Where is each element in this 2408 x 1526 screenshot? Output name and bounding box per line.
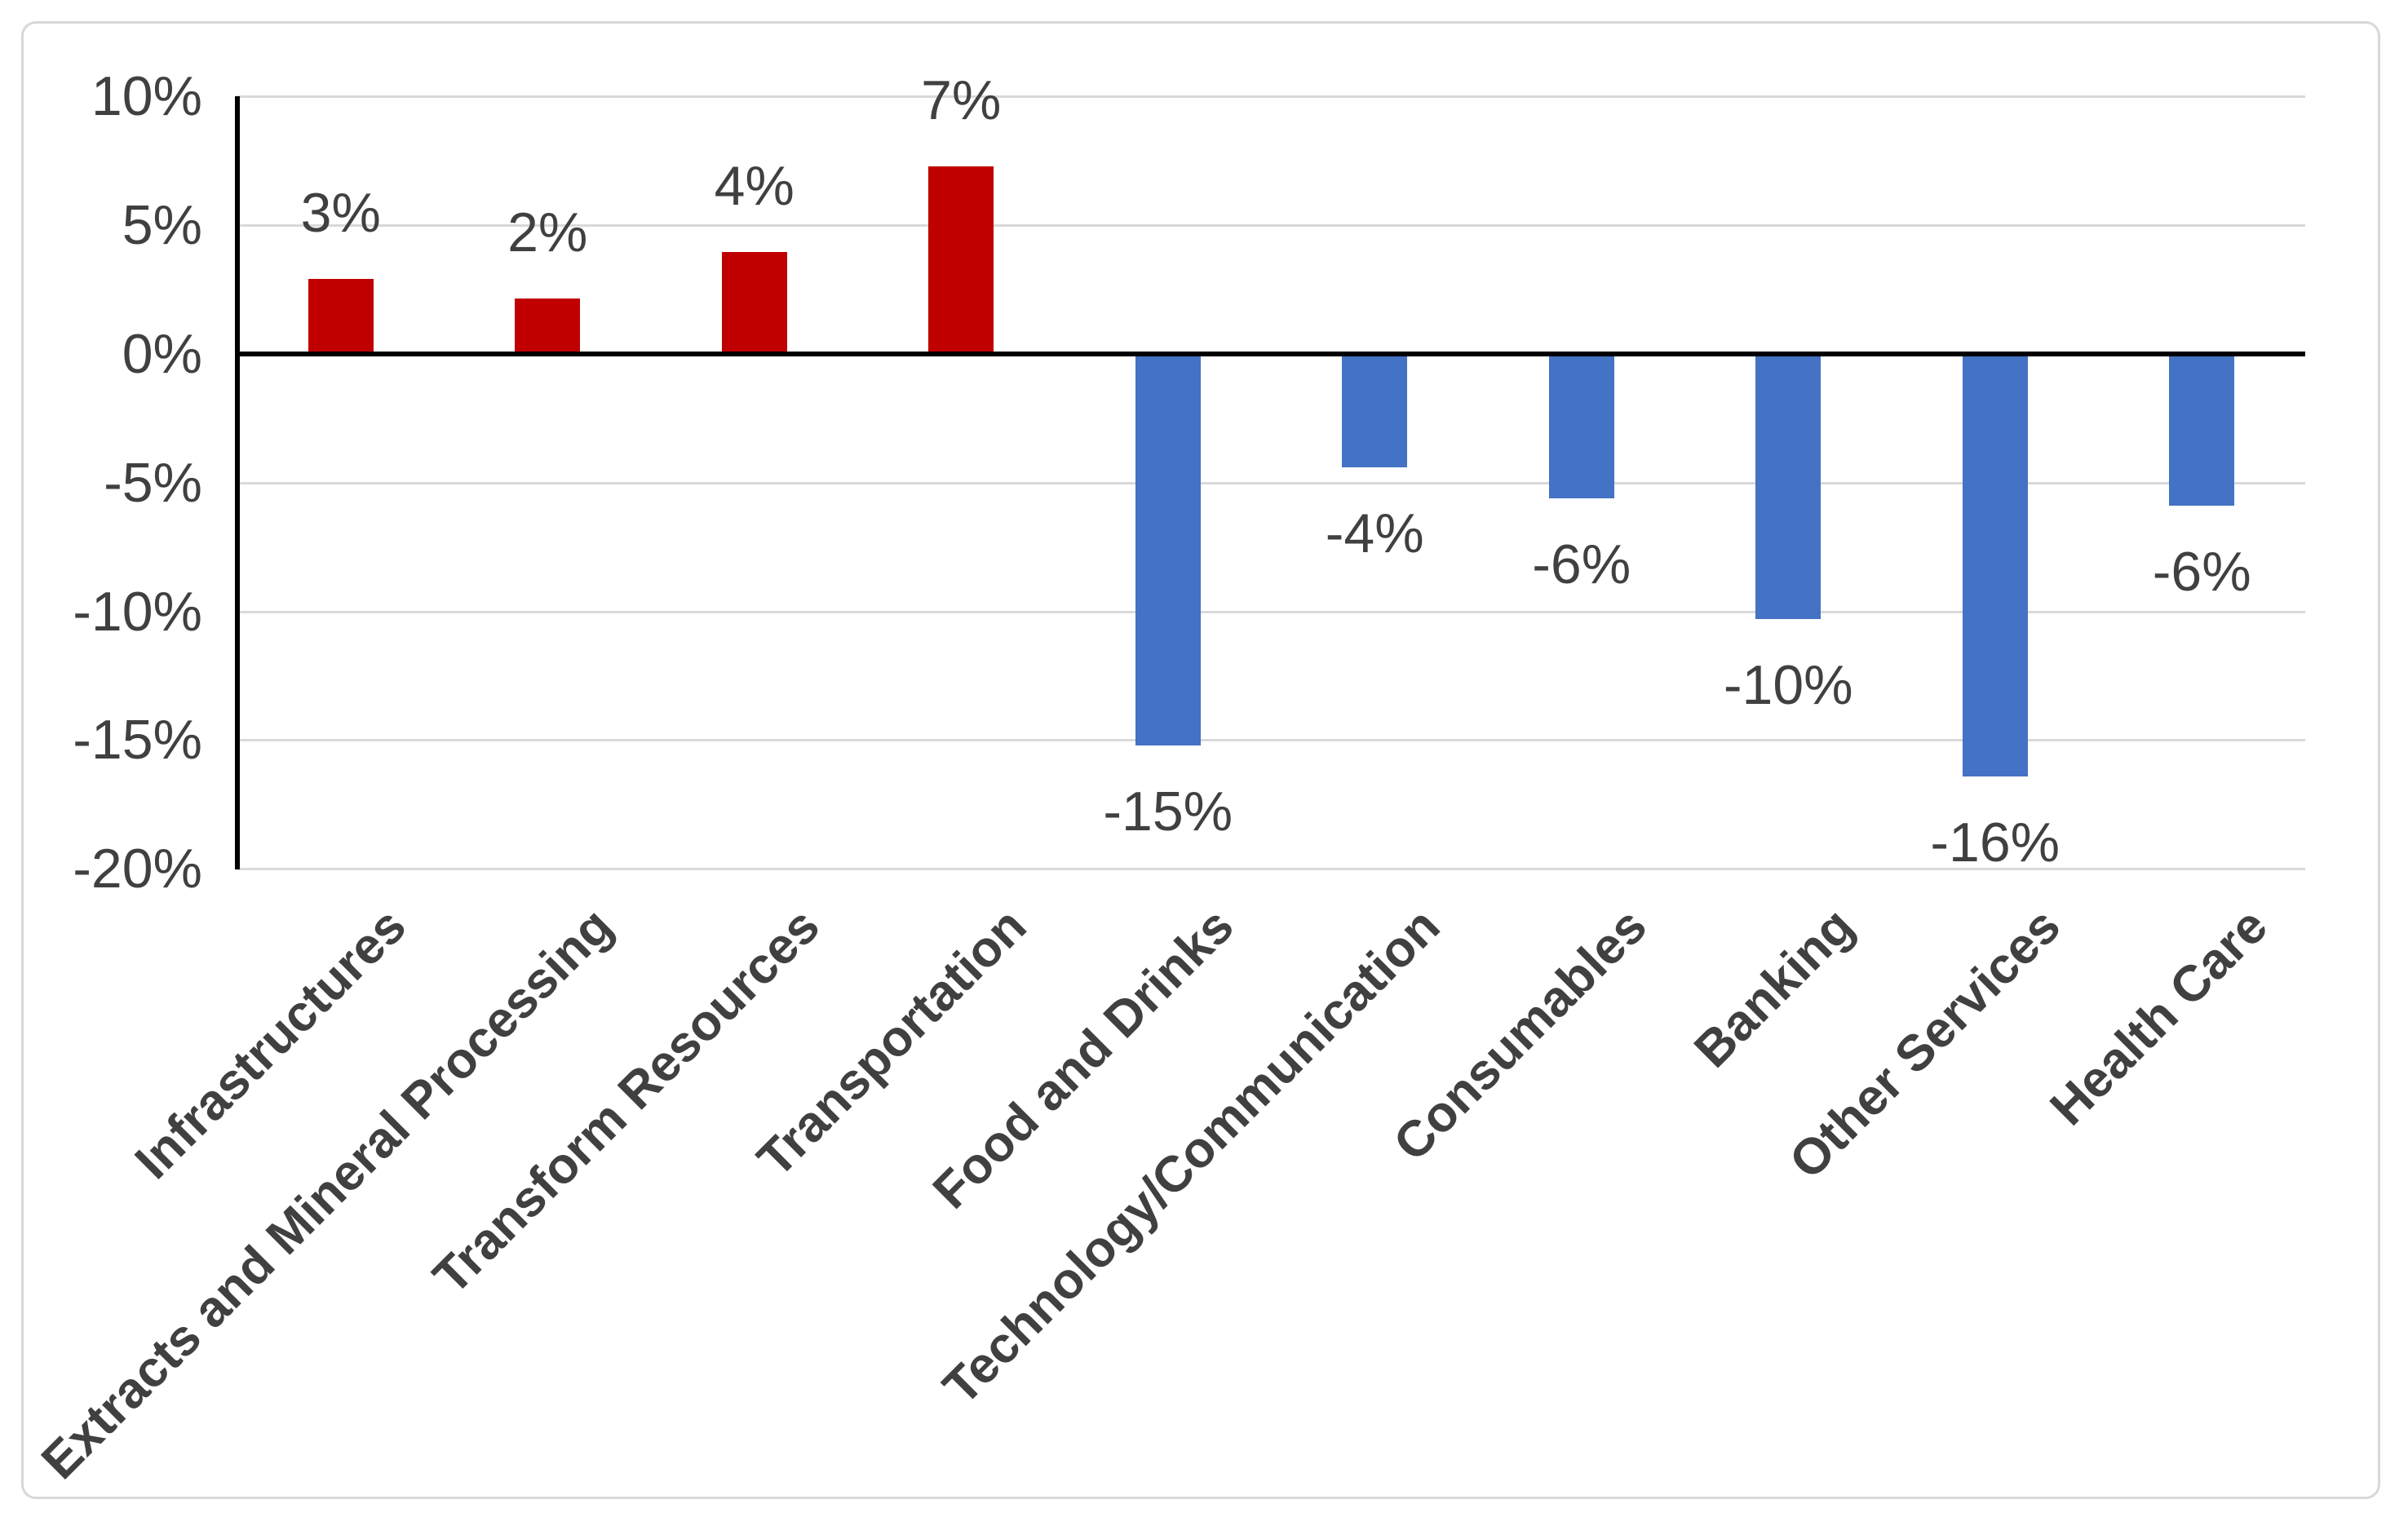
bar-value-label: -10% (1723, 654, 1853, 717)
gridline (237, 224, 2305, 228)
bar-value-label: 3% (300, 182, 381, 245)
y-tick-label: -20% (73, 838, 202, 900)
bar-value-label: 4% (714, 155, 795, 218)
bar-value-label: 7% (921, 69, 1002, 131)
gridline (237, 868, 2305, 871)
bar (721, 252, 787, 354)
bar (515, 299, 581, 354)
y-tick-label: 10% (91, 65, 202, 128)
y-tick-label: 0% (122, 323, 202, 385)
bar-value-label: -15% (1103, 780, 1233, 843)
y-axis-line (235, 96, 240, 869)
bar (308, 279, 374, 354)
zero-line (235, 352, 2305, 356)
bar-value-label: -6% (1532, 533, 1631, 595)
gridline (237, 481, 2305, 484)
bar (1342, 354, 1408, 467)
bar (928, 166, 994, 354)
bar (1548, 354, 1614, 498)
y-tick-label: -10% (73, 580, 202, 643)
bar-value-label: -6% (2152, 541, 2251, 604)
gridline (237, 610, 2305, 613)
category-label: Health Care (2039, 897, 2278, 1137)
bar-value-label: 2% (507, 201, 588, 263)
y-tick-label: -15% (73, 709, 202, 772)
bar-value-label: -16% (1930, 811, 2061, 874)
y-tick-label: 5% (122, 194, 202, 257)
bar (1135, 354, 1201, 745)
bar (2169, 354, 2235, 506)
gridline (237, 95, 2305, 99)
bar-value-label: -4% (1325, 502, 1424, 564)
category-label: Banking (1683, 897, 1865, 1079)
category-label: Transform Resources (423, 897, 831, 1306)
bar (1962, 354, 2028, 776)
gridline (237, 739, 2305, 742)
y-tick-label: -5% (104, 451, 202, 514)
bar (1755, 354, 1821, 620)
